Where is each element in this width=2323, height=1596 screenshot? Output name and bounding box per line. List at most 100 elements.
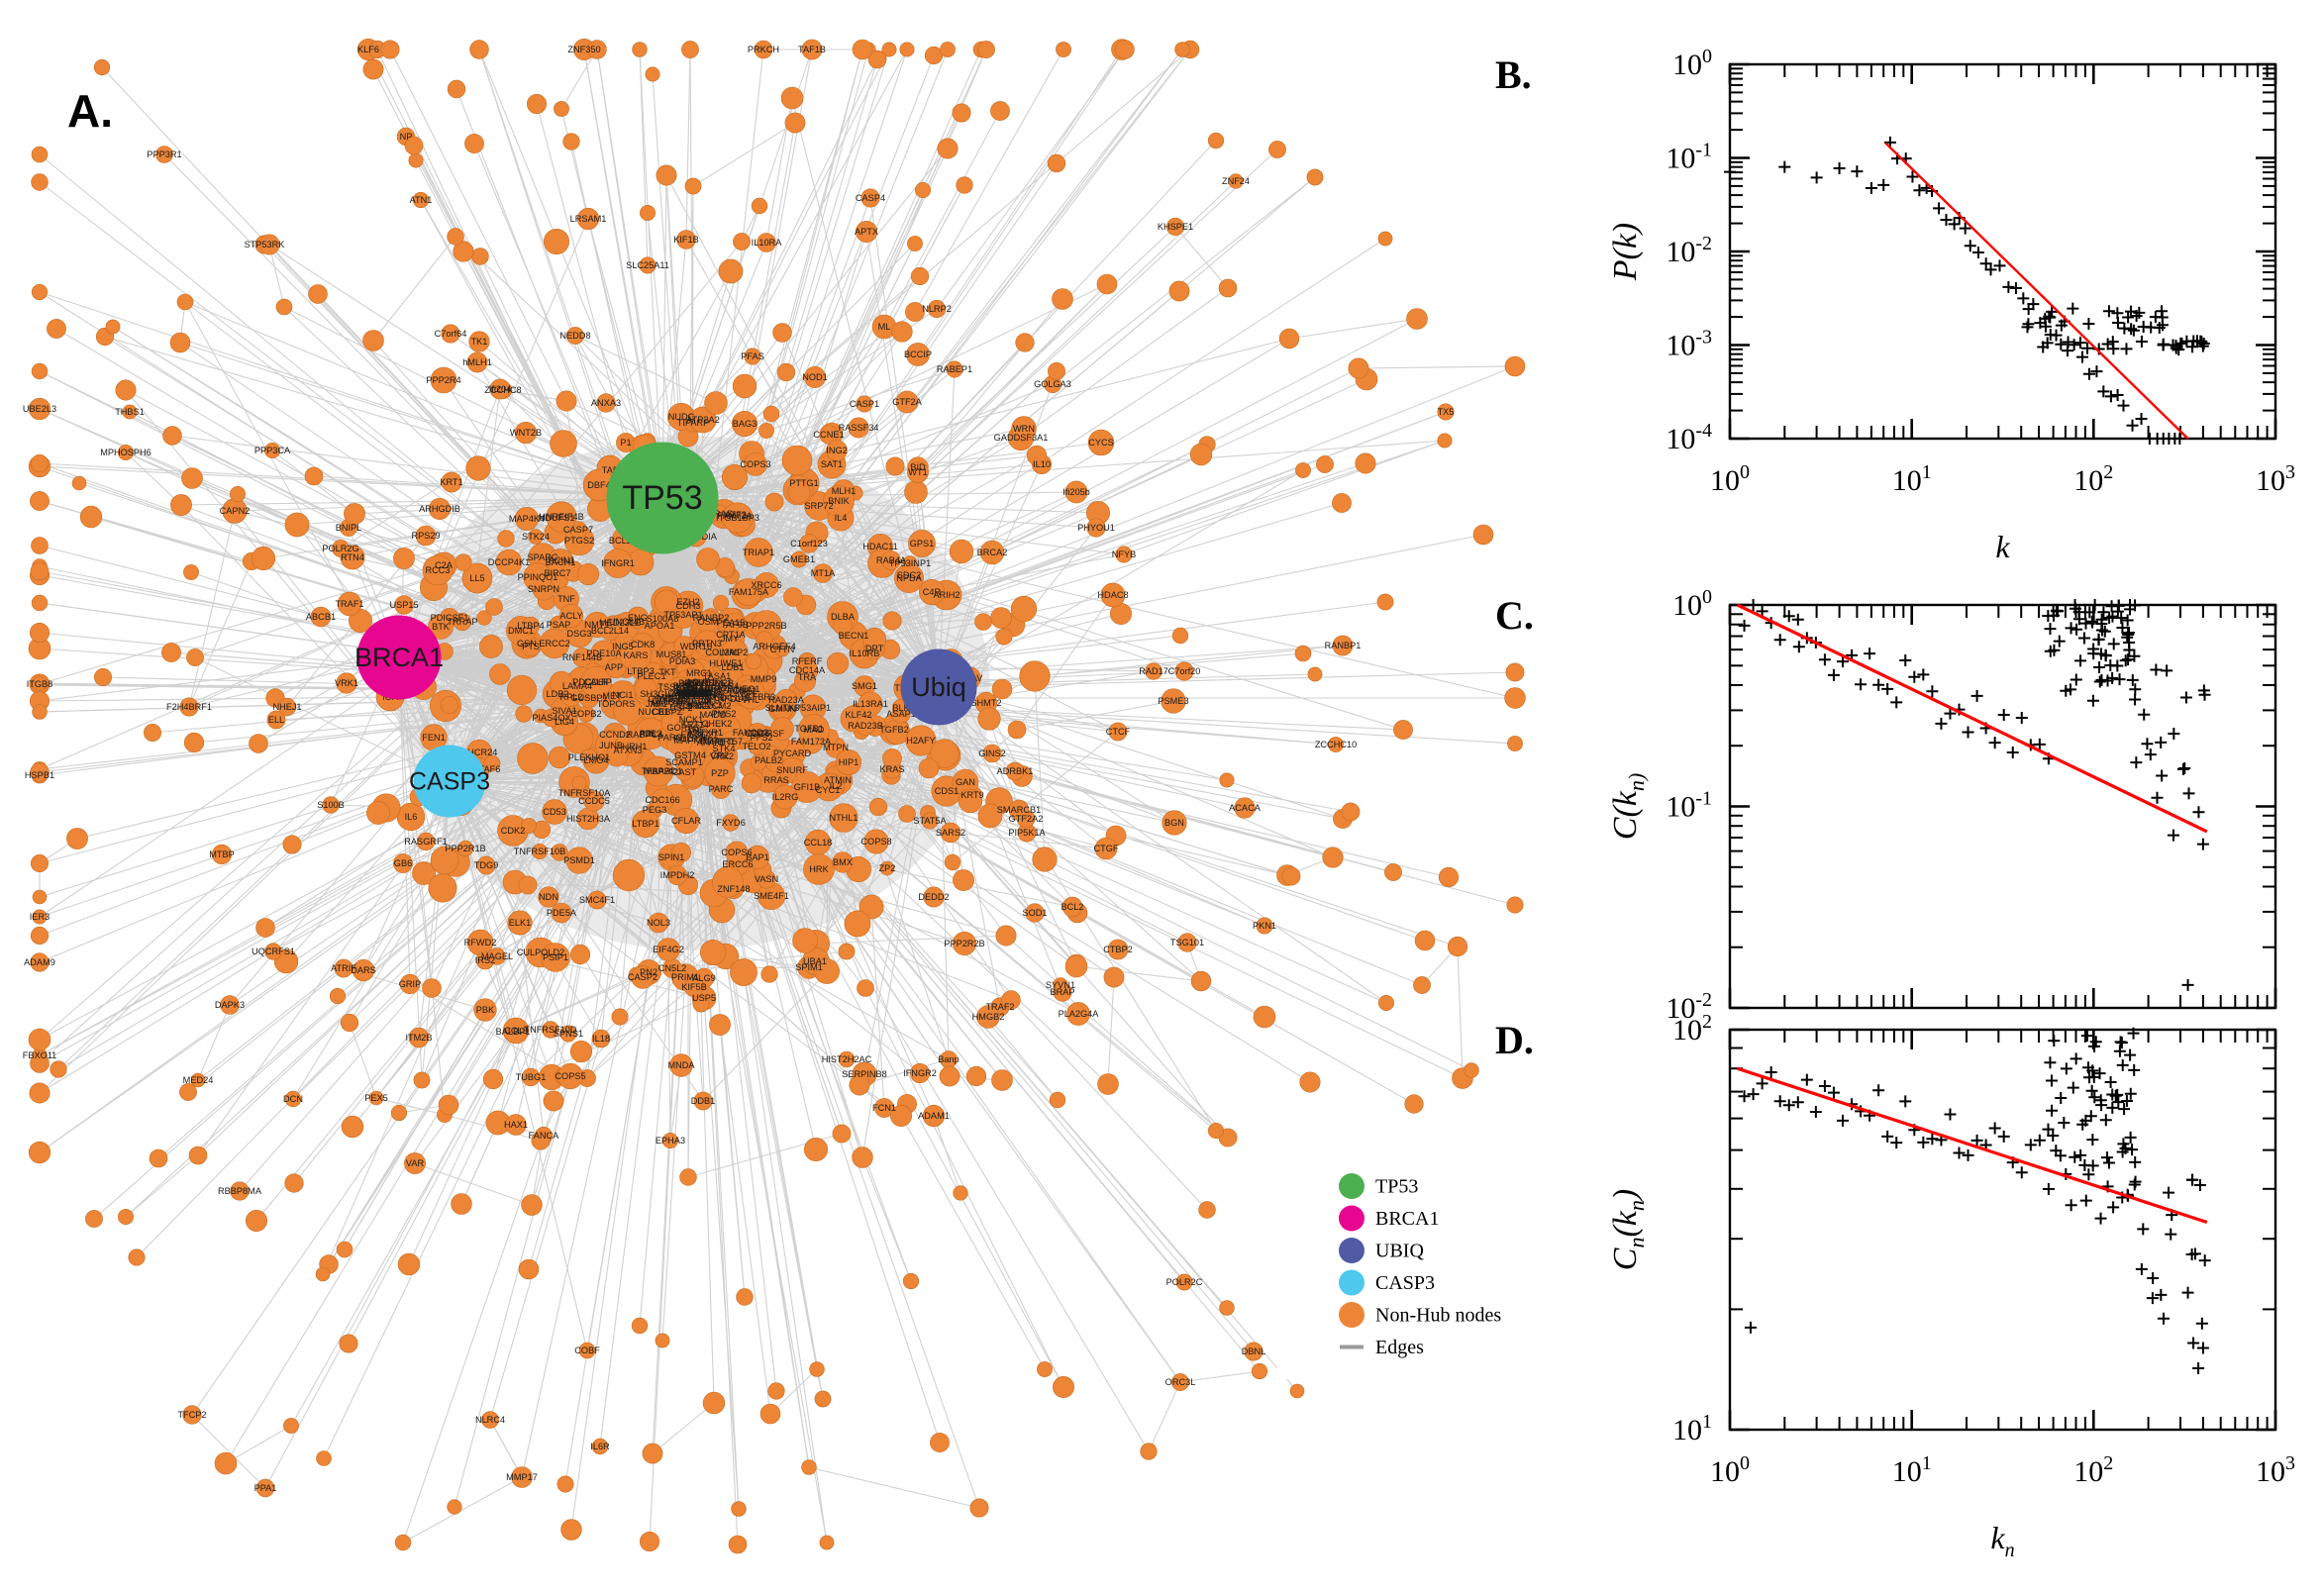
svg-text:CASP3: CASP3 xyxy=(1375,1272,1435,1294)
svg-text:BGN: BGN xyxy=(1164,818,1184,828)
svg-text:GSTM4: GSTM4 xyxy=(674,750,706,760)
svg-text:ADAM1: ADAM1 xyxy=(918,1111,950,1121)
svg-text:MMP17: MMP17 xyxy=(506,1472,538,1482)
svg-text:CCDC5: CCDC5 xyxy=(578,796,610,806)
svg-text:PZP: PZP xyxy=(711,768,729,778)
svg-text:CAPN2: CAPN2 xyxy=(220,506,251,516)
svg-text:CTTN: CTTN xyxy=(770,645,795,654)
svg-text:RBBP8MA: RBBP8MA xyxy=(218,1186,262,1196)
svg-text:PTGS2: PTGS2 xyxy=(564,536,594,546)
svg-text:HDAC8: HDAC8 xyxy=(1097,590,1128,600)
svg-text:GINS2: GINS2 xyxy=(978,748,1006,758)
svg-text:STAT5A: STAT5A xyxy=(913,816,947,826)
svg-text:UQCRFS1: UQCRFS1 xyxy=(252,947,295,956)
svg-text:CDK2: CDK2 xyxy=(501,826,526,836)
svg-text:BACH1: BACH1 xyxy=(546,557,576,567)
svg-text:IL6R: IL6R xyxy=(590,1442,610,1451)
svg-text:MTPN: MTPN xyxy=(823,743,849,752)
svg-text:ARHGDIB: ARHGDIB xyxy=(419,504,460,514)
svg-text:NEO1: NEO1 xyxy=(735,684,759,694)
svg-text:B.: B. xyxy=(1495,52,1532,97)
svg-text:TRAF2: TRAF2 xyxy=(985,1002,1014,1012)
svg-text:USP15: USP15 xyxy=(389,600,418,610)
svg-text:CTCF: CTCF xyxy=(1106,727,1131,737)
svg-text:COPS6: COPS6 xyxy=(721,848,752,857)
svg-text:DPT: DPT xyxy=(865,644,884,653)
svg-text:TAF1B: TAF1B xyxy=(798,45,826,54)
svg-text:TSG101: TSG101 xyxy=(1170,938,1204,948)
svg-text:IFNGR2: IFNGR2 xyxy=(903,1068,937,1078)
svg-text:STP53RK: STP53RK xyxy=(245,240,286,249)
svg-text:DDB1: DDB1 xyxy=(691,1096,716,1106)
svg-text:EPHA3: EPHA3 xyxy=(656,1136,685,1146)
svg-text:HNREIF4B: HNREIF4B xyxy=(539,512,583,522)
svg-text:RTN4: RTN4 xyxy=(341,552,364,562)
svg-text:NPDA: NPDA xyxy=(896,573,922,583)
svg-text:ZP2: ZP2 xyxy=(879,863,896,873)
svg-text:BRCA2: BRCA2 xyxy=(977,548,1008,557)
svg-text:hMLH1: hMLH1 xyxy=(462,357,492,367)
svg-text:IL10: IL10 xyxy=(1033,459,1051,469)
svg-text:SPNS1: SPNS1 xyxy=(554,1029,583,1039)
svg-text:COPS5: COPS5 xyxy=(555,1071,585,1081)
svg-text:TP53: TP53 xyxy=(1375,1176,1418,1198)
svg-text:ACLY: ACLY xyxy=(559,611,582,621)
svg-text:PRKCH: PRKCH xyxy=(748,45,779,54)
svg-text:RAD23B: RAD23B xyxy=(848,721,883,731)
svg-text:GB6: GB6 xyxy=(394,858,412,868)
svg-text:ML: ML xyxy=(878,322,891,332)
svg-text:DARS: DARS xyxy=(351,965,376,975)
svg-text:UBIQ: UBIQ xyxy=(1375,1241,1424,1262)
svg-text:MRC1: MRC1 xyxy=(686,668,712,678)
svg-text:ATXN3: ATXN3 xyxy=(614,746,643,755)
svg-text:PEX5: PEX5 xyxy=(364,1093,388,1103)
svg-text:IL4: IL4 xyxy=(835,513,848,523)
svg-text:TNFRSF10B: TNFRSF10B xyxy=(514,847,566,856)
svg-text:PSMD1: PSMD1 xyxy=(563,855,595,865)
svg-text:TOPORS: TOPORS xyxy=(597,699,636,709)
svg-text:TP53: TP53 xyxy=(622,479,702,517)
svg-text:CASP1: CASP1 xyxy=(850,399,879,409)
svg-text:C.: C. xyxy=(1495,593,1534,638)
svg-text:BCL2: BCL2 xyxy=(1061,902,1084,912)
svg-text:HIST2H2AC: HIST2H2AC xyxy=(822,1054,872,1064)
svg-text:ZNF148: ZNF148 xyxy=(717,884,750,894)
svg-text:TUBG1: TUBG1 xyxy=(516,1072,547,1082)
svg-text:SARS2: SARS2 xyxy=(936,828,965,838)
svg-text:COPS3: COPS3 xyxy=(740,459,770,469)
svg-text:APP: APP xyxy=(605,662,623,672)
svg-text:STK24: STK24 xyxy=(522,532,550,542)
svg-text:RPL2: RPL2 xyxy=(560,692,583,702)
svg-text:GADDSF3A1: GADDSF3A1 xyxy=(994,433,1049,443)
svg-text:A.: A. xyxy=(67,85,113,137)
svg-text:APTX: APTX xyxy=(855,227,878,237)
svg-text:LTBP1: LTBP1 xyxy=(632,819,658,829)
svg-text:TFCP2: TFCP2 xyxy=(177,1410,206,1420)
svg-text:CALR: CALR xyxy=(584,677,609,687)
svg-text:CR2: CR2 xyxy=(711,750,729,760)
svg-text:ZCCHC10: ZCCHC10 xyxy=(1315,740,1357,749)
svg-text:GAN: GAN xyxy=(956,777,975,787)
svg-text:HMGB2: HMGB2 xyxy=(972,1012,1005,1022)
svg-text:ITGB1BP3: ITGB1BP3 xyxy=(716,513,759,523)
svg-text:DAPK3: DAPK3 xyxy=(215,1000,245,1010)
svg-text:C7orf64: C7orf64 xyxy=(435,329,467,339)
svg-text:ADAM9: ADAM9 xyxy=(24,957,55,967)
svg-text:C4R: C4R xyxy=(923,587,942,597)
svg-text:TRIAP1: TRIAP1 xyxy=(743,548,774,557)
svg-text:PEG3: PEG3 xyxy=(643,805,667,815)
svg-text:MAGEL: MAGEL xyxy=(481,951,513,961)
svg-text:PLA2G4A: PLA2G4A xyxy=(1059,1009,1100,1019)
svg-text:THBS1: THBS1 xyxy=(115,407,145,417)
svg-text:PBK: PBK xyxy=(476,1005,495,1015)
svg-text:NOL3: NOL3 xyxy=(647,918,670,928)
svg-text:SPIN1: SPIN1 xyxy=(658,852,685,862)
svg-text:NCI1: NCI1 xyxy=(613,690,634,700)
svg-text:TFAP2C: TFAP2C xyxy=(642,766,676,776)
svg-text:IL6: IL6 xyxy=(405,812,418,822)
svg-text:NHEJ1: NHEJ1 xyxy=(272,702,301,712)
svg-text:H2AFY: H2AFY xyxy=(906,736,936,746)
svg-text:IL13RA1: IL13RA1 xyxy=(853,699,888,709)
svg-text:TRRAP: TRRAP xyxy=(447,617,477,627)
svg-text:PARG: PARG xyxy=(657,733,682,743)
